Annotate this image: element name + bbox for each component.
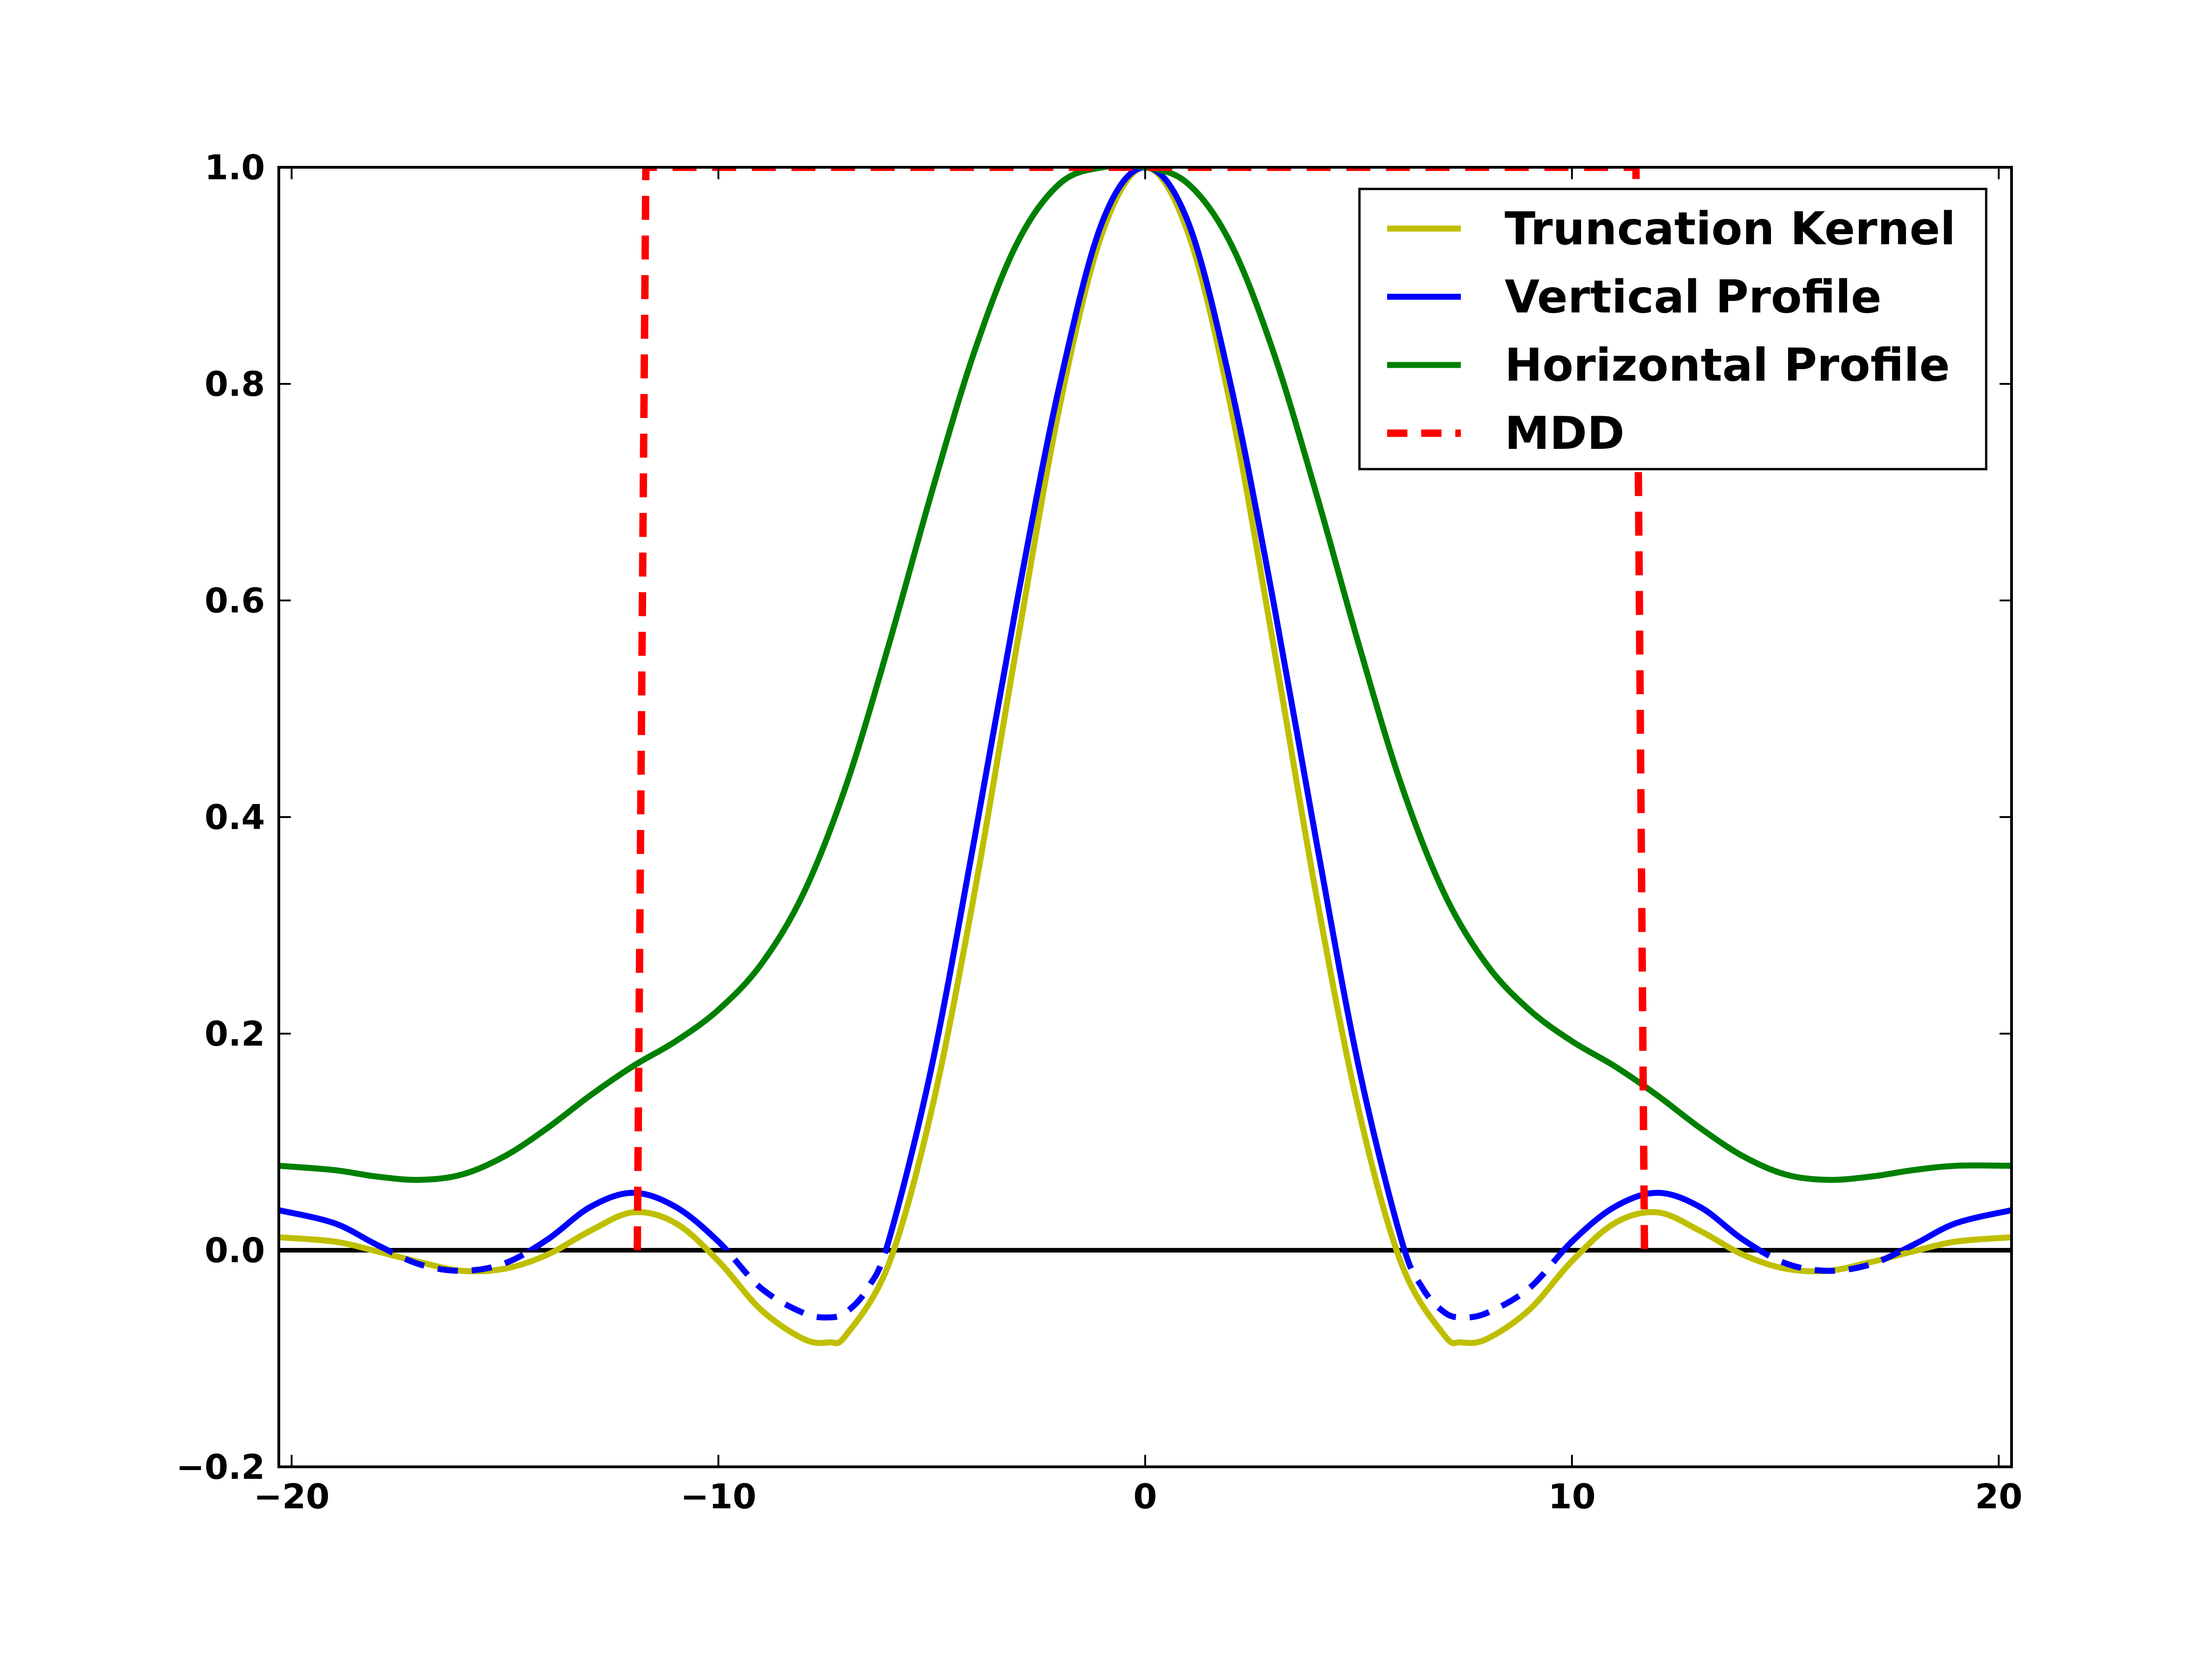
x-tick-label: 10 xyxy=(1548,1477,1596,1517)
legend-label-mdd: MDD xyxy=(1505,407,1624,460)
plot-frame xyxy=(277,166,2013,1468)
y-tick-label: −0.2 xyxy=(176,1447,265,1487)
ticks-layer: −20 −10 0 10 20 −0.2 0.0 0.2 0.4 0.6 0.8 1.0 xyxy=(176,148,2023,1517)
legend-box xyxy=(1358,188,1988,471)
series-line-truncation-kernel xyxy=(279,167,2012,1347)
legend: Truncation Kernel Vertical Profile Horizon… xyxy=(1358,188,1988,471)
legend-label-vertical-profile: Vertical Profile xyxy=(1505,271,1882,324)
x-tick-label: −20 xyxy=(253,1477,329,1517)
y-tick-label: 1.0 xyxy=(205,148,265,188)
y-tick-label: 0.2 xyxy=(205,1014,265,1054)
x-tick-label: 20 xyxy=(1975,1477,2023,1517)
x-tick-label: −10 xyxy=(680,1477,756,1517)
y-tick-label: 0.6 xyxy=(205,581,265,621)
series-line-vertical-profile xyxy=(279,167,2012,1250)
legend-label-truncation-kernel: Truncation Kernel xyxy=(1505,203,1956,255)
y-tick-label: 0.0 xyxy=(205,1231,265,1271)
y-tick-label: 0.4 xyxy=(205,798,265,837)
x-tick-label: 0 xyxy=(1133,1477,1157,1517)
y-tick-label: 0.8 xyxy=(205,365,265,404)
series-layer xyxy=(279,167,2012,1347)
legend-label-horizontal-profile: Horizontal Profile xyxy=(1505,339,1950,392)
series-line-horizontal-profile xyxy=(279,167,2012,1183)
